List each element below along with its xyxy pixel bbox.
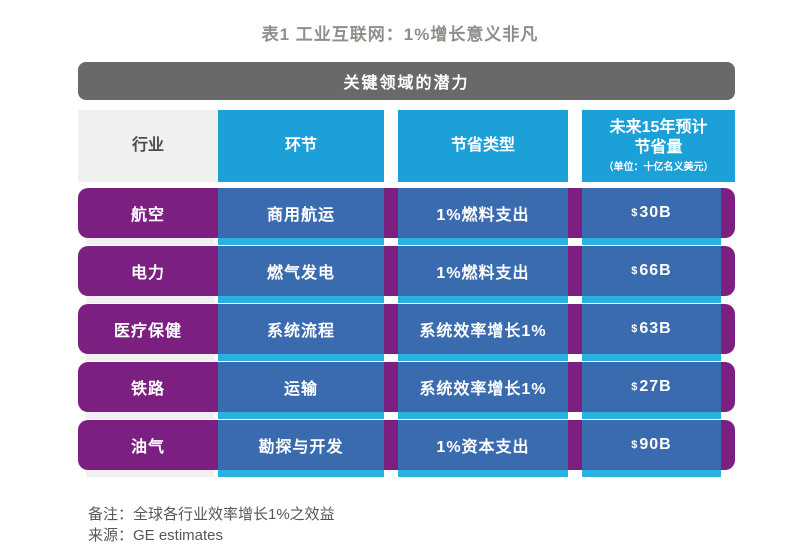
currency-symbol: $: [631, 323, 639, 335]
cell-industry: 铁路: [78, 362, 218, 419]
cell-segment: 商用航运: [218, 188, 384, 245]
cell-amount: $66B: [582, 246, 721, 303]
amount-value: 66B: [639, 262, 672, 279]
cell-amount: $30B: [582, 188, 721, 245]
cell-saving-type: 1%资本支出: [398, 420, 568, 477]
cell-amount: $90B: [582, 420, 721, 477]
header-savings-unit: （单位：十亿名义美元）: [603, 162, 714, 173]
cell-segment: 燃气发电: [218, 246, 384, 303]
currency-symbol: $: [631, 265, 639, 277]
footnote-source: 来源：GE estimates: [88, 527, 224, 544]
header-gap: [384, 110, 398, 182]
header-savings-line2: 节省量: [634, 139, 683, 156]
header-industry: 行业: [78, 110, 218, 182]
currency-symbol: $: [631, 439, 639, 451]
cell-saving-type: 系统效率增长1%: [398, 304, 568, 361]
header-savings-amount: 未来15年预计 节省量 （单位：十亿名义美元）: [582, 110, 735, 182]
cell-segment: 勘探与开发: [218, 420, 384, 477]
header-segment: 环节: [218, 110, 384, 182]
table-row: 油气 勘探与开发 1%资本支出 $90B: [78, 420, 735, 477]
currency-symbol: $: [631, 207, 639, 219]
header-saving-type: 节省类型: [398, 110, 568, 182]
cell-industry: 医疗保健: [78, 304, 218, 361]
amount-value: 90B: [639, 436, 672, 453]
cell-industry: 航空: [78, 188, 218, 245]
header-gap: [568, 110, 582, 182]
amount-value: 63B: [639, 320, 672, 337]
cell-segment: 系统流程: [218, 304, 384, 361]
cell-industry: 电力: [78, 246, 218, 303]
currency-symbol: $: [631, 381, 639, 393]
cell-saving-type: 1%燃料支出: [398, 188, 568, 245]
footnote-note: 备注：全球各行业效率增长1%之效益: [88, 506, 335, 523]
table-header-row: 行业 环节 节省类型 未来15年预计 节省量 （单位：十亿名义美元）: [78, 110, 735, 182]
savings-table: 关键领域的潜力 行业 环节 节省类型 未来15年预计 节省量 （单位：十亿名义美…: [78, 62, 735, 477]
amount-value: 27B: [639, 378, 672, 395]
cell-segment: 运输: [218, 362, 384, 419]
header-savings-line1: 未来15年预计: [609, 119, 708, 136]
amount-value: 30B: [639, 204, 672, 221]
footnotes: 备注：全球各行业效率增长1%之效益 来源：GE estimates: [88, 504, 335, 546]
cell-amount: $63B: [582, 304, 721, 361]
table-row: 铁路 运输 系统效率增长1% $27B: [78, 362, 735, 419]
table-row: 航空 商用航运 1%燃料支出 $30B: [78, 188, 735, 245]
table-row: 医疗保健 系统流程 系统效率增长1% $63B: [78, 304, 735, 361]
cell-amount: $27B: [582, 362, 721, 419]
cell-saving-type: 1%燃料支出: [398, 246, 568, 303]
cell-saving-type: 系统效率增长1%: [398, 362, 568, 419]
cell-industry: 油气: [78, 420, 218, 477]
table-row: 电力 燃气发电 1%燃料支出 $66B: [78, 246, 735, 303]
table-banner: 关键领域的潜力: [78, 62, 735, 100]
figure-title: 表1 工业互联网：1%增长意义非凡: [261, 25, 539, 44]
